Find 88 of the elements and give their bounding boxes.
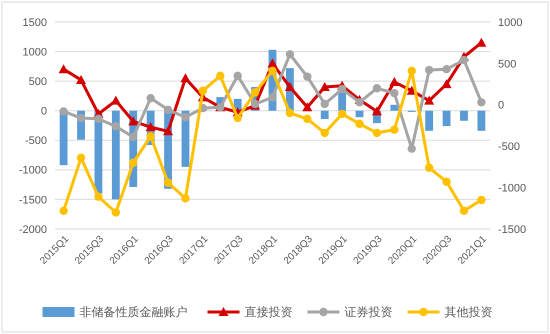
y2-tick-label: -1500 — [498, 224, 526, 236]
point — [477, 196, 486, 204]
point — [355, 98, 364, 107]
bar — [460, 110, 468, 121]
y-tick-label: -1000 — [18, 164, 47, 177]
bar — [442, 110, 450, 126]
point — [58, 64, 69, 74]
y2-tick-label: 0 — [498, 100, 504, 112]
point — [355, 120, 364, 128]
point — [216, 72, 224, 80]
point — [338, 110, 346, 118]
point — [372, 84, 382, 92]
point — [320, 82, 330, 91]
point — [146, 122, 156, 132]
point — [372, 106, 382, 116]
point — [268, 58, 278, 68]
point — [303, 114, 312, 124]
point — [372, 128, 382, 138]
point — [181, 194, 190, 203]
point — [164, 178, 172, 187]
point — [460, 56, 468, 64]
point — [233, 72, 242, 80]
point — [129, 158, 138, 167]
bar — [320, 110, 329, 119]
y-tick-label: -1500 — [18, 194, 47, 206]
point — [180, 73, 190, 82]
point — [408, 66, 416, 76]
point — [129, 132, 138, 142]
point — [268, 66, 277, 76]
point — [286, 50, 294, 58]
bar — [477, 110, 486, 131]
point — [389, 77, 400, 86]
bar — [356, 110, 364, 118]
point — [408, 144, 416, 153]
legend-label: 直接投资 — [244, 305, 292, 320]
point — [424, 164, 434, 172]
point — [146, 94, 155, 102]
point — [164, 106, 172, 114]
point — [442, 178, 451, 186]
point — [198, 86, 208, 95]
point — [460, 206, 468, 215]
point — [110, 96, 121, 105]
y-tick-label: 1000 — [22, 46, 47, 58]
point — [442, 79, 452, 88]
point — [320, 100, 329, 108]
legend-label: 证券投资 — [344, 305, 392, 320]
bar — [425, 110, 434, 131]
point — [128, 116, 138, 126]
point — [338, 84, 346, 94]
point — [320, 128, 329, 138]
y-tick-label: 1500 — [22, 16, 47, 29]
point — [59, 206, 68, 215]
y-tick-label: -2000 — [18, 224, 47, 236]
legend-label: 其他投资 — [444, 305, 492, 320]
point — [112, 122, 120, 131]
point — [181, 113, 190, 122]
y-tick-label: -500 — [24, 135, 47, 148]
bar — [60, 110, 68, 166]
y2-tick-label: -500 — [498, 141, 520, 154]
point — [146, 132, 155, 140]
y-tick-label: 500 — [28, 76, 47, 88]
point — [76, 114, 86, 122]
point — [59, 107, 68, 116]
point — [424, 96, 434, 105]
point — [424, 66, 434, 74]
legend-label: 非储备性质金融账户 — [80, 305, 188, 320]
point — [94, 114, 103, 124]
point — [94, 192, 103, 201]
point — [268, 93, 277, 102]
point — [76, 74, 86, 84]
y2-tick-label: 1000 — [498, 16, 522, 29]
point — [163, 126, 174, 136]
point — [76, 154, 86, 162]
y-tick-label: 0 — [40, 106, 47, 118]
point — [390, 89, 399, 98]
point — [233, 114, 242, 122]
bar — [112, 110, 120, 200]
point — [303, 72, 312, 81]
point — [442, 64, 451, 74]
point — [477, 98, 486, 107]
point — [112, 208, 120, 217]
point — [284, 82, 295, 91]
y2-tick-label: -1000 — [498, 182, 526, 194]
point — [390, 125, 399, 134]
point — [302, 102, 312, 112]
y2-tick-label: 500 — [498, 58, 516, 70]
point — [286, 108, 294, 118]
point — [250, 88, 260, 97]
